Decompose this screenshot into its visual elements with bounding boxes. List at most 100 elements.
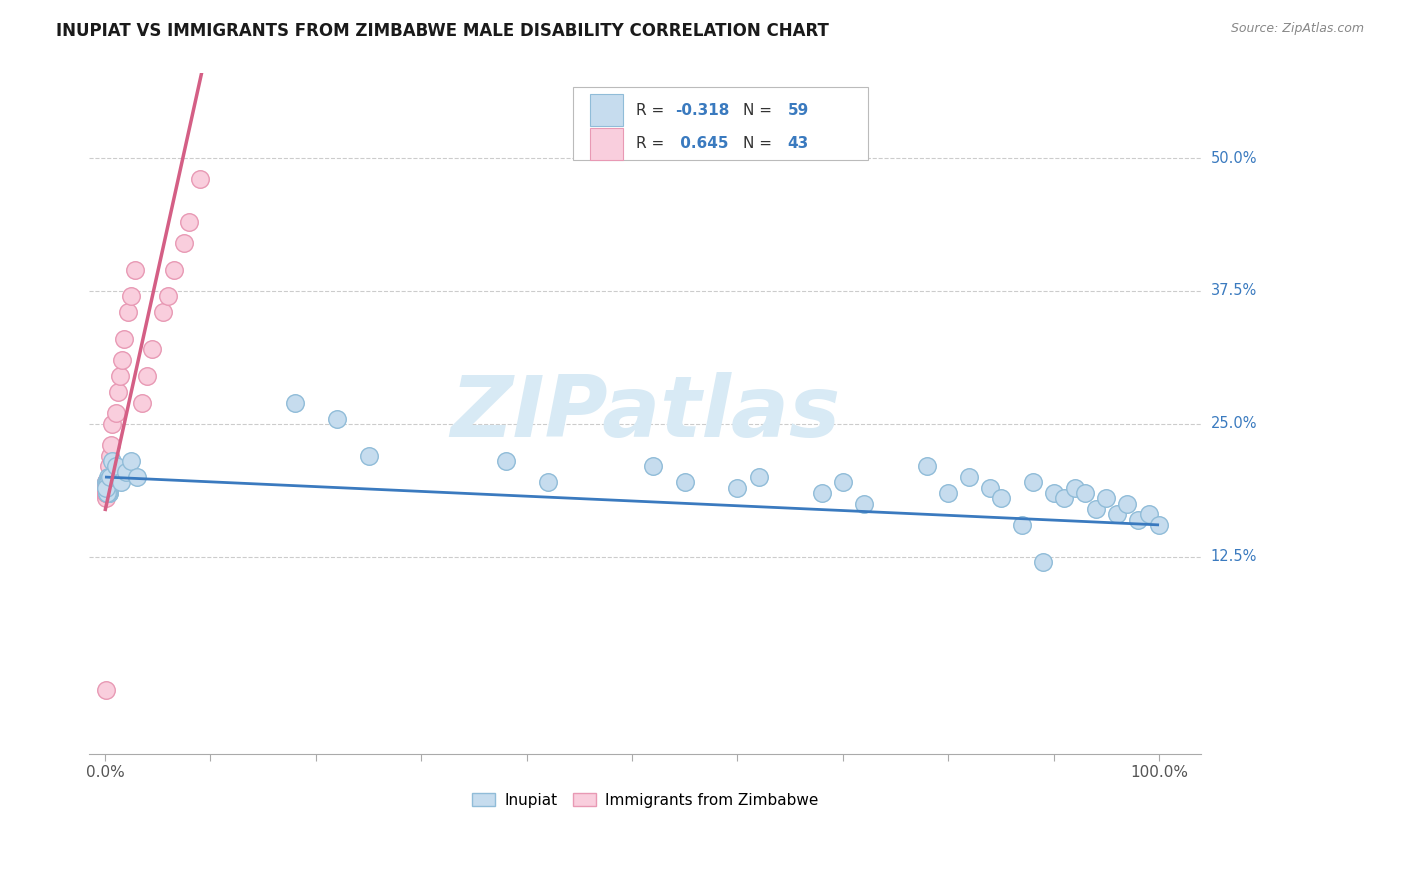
- Point: [1032, 555, 1054, 569]
- FancyBboxPatch shape: [572, 87, 868, 160]
- Point: [97, 486, 120, 500]
- Point: [98, 486, 121, 500]
- Point: [98, 481, 121, 495]
- Point: [97, 470, 120, 484]
- Point: [124, 262, 146, 277]
- Point: [1021, 475, 1043, 490]
- Point: [747, 470, 769, 484]
- Point: [94, 486, 117, 500]
- Point: [97, 475, 120, 490]
- Point: [96, 481, 118, 495]
- Point: [936, 486, 959, 500]
- Point: [990, 491, 1012, 506]
- Point: [96, 481, 118, 495]
- Text: INUPIAT VS IMMIGRANTS FROM ZIMBABWE MALE DISABILITY CORRELATION CHART: INUPIAT VS IMMIGRANTS FROM ZIMBABWE MALE…: [56, 22, 830, 40]
- Point: [157, 289, 180, 303]
- Point: [1116, 497, 1139, 511]
- Text: -0.318: -0.318: [675, 103, 730, 118]
- Point: [94, 486, 117, 500]
- Point: [115, 465, 138, 479]
- Text: N =: N =: [742, 136, 778, 152]
- Text: 59: 59: [787, 103, 808, 118]
- Point: [94, 481, 117, 495]
- Point: [96, 481, 118, 495]
- Point: [94, 486, 117, 500]
- Point: [495, 454, 517, 468]
- Point: [96, 486, 118, 500]
- Point: [94, 486, 117, 500]
- Point: [537, 475, 560, 490]
- Point: [131, 395, 153, 409]
- Point: [120, 454, 142, 468]
- Point: [179, 215, 201, 229]
- Point: [108, 369, 131, 384]
- Point: [1042, 486, 1064, 500]
- Point: [94, 486, 117, 500]
- Point: [1126, 512, 1149, 526]
- Point: [96, 475, 118, 490]
- Point: [94, 475, 117, 490]
- Point: [810, 486, 832, 500]
- Point: [326, 411, 349, 425]
- Text: N =: N =: [742, 103, 778, 118]
- Point: [94, 486, 117, 500]
- Point: [101, 454, 124, 468]
- Point: [97, 481, 120, 495]
- Text: 43: 43: [787, 136, 808, 152]
- Point: [107, 384, 129, 399]
- Point: [141, 343, 163, 357]
- Point: [98, 486, 121, 500]
- Point: [94, 475, 117, 490]
- Point: [117, 305, 139, 319]
- Point: [1095, 491, 1118, 506]
- Point: [110, 475, 132, 490]
- Point: [96, 481, 118, 495]
- Point: [94, 481, 117, 495]
- Point: [104, 406, 127, 420]
- Bar: [589, 128, 623, 161]
- Text: R =: R =: [637, 103, 669, 118]
- Point: [162, 262, 184, 277]
- Point: [96, 486, 118, 500]
- Point: [120, 289, 142, 303]
- Point: [173, 236, 195, 251]
- Text: 25.0%: 25.0%: [1211, 417, 1257, 432]
- Point: [125, 470, 148, 484]
- Point: [979, 481, 1001, 495]
- Point: [96, 486, 118, 500]
- Text: 12.5%: 12.5%: [1211, 549, 1257, 565]
- Point: [112, 332, 135, 346]
- Point: [94, 491, 117, 506]
- Point: [852, 497, 875, 511]
- Point: [97, 481, 120, 495]
- Point: [111, 353, 134, 368]
- Point: [136, 369, 159, 384]
- Point: [1074, 486, 1097, 500]
- Point: [104, 459, 127, 474]
- Point: [94, 481, 117, 495]
- Point: [1137, 508, 1160, 522]
- Point: [100, 438, 122, 452]
- Bar: [589, 94, 623, 127]
- Text: Source: ZipAtlas.com: Source: ZipAtlas.com: [1230, 22, 1364, 36]
- Point: [831, 475, 853, 490]
- Point: [94, 475, 117, 490]
- Point: [101, 417, 124, 431]
- Text: R =: R =: [637, 136, 669, 152]
- Text: 37.5%: 37.5%: [1211, 284, 1257, 299]
- Point: [1084, 502, 1107, 516]
- Point: [643, 459, 665, 474]
- Point: [152, 305, 174, 319]
- Point: [98, 470, 121, 484]
- Point: [96, 475, 118, 490]
- Point: [357, 449, 380, 463]
- Point: [1105, 508, 1128, 522]
- Point: [97, 475, 120, 490]
- Point: [725, 481, 748, 495]
- Point: [1011, 517, 1033, 532]
- Point: [98, 459, 121, 474]
- Point: [94, 486, 117, 500]
- Text: ZIPatlas: ZIPatlas: [450, 372, 841, 455]
- Point: [96, 481, 118, 495]
- Point: [1063, 481, 1085, 495]
